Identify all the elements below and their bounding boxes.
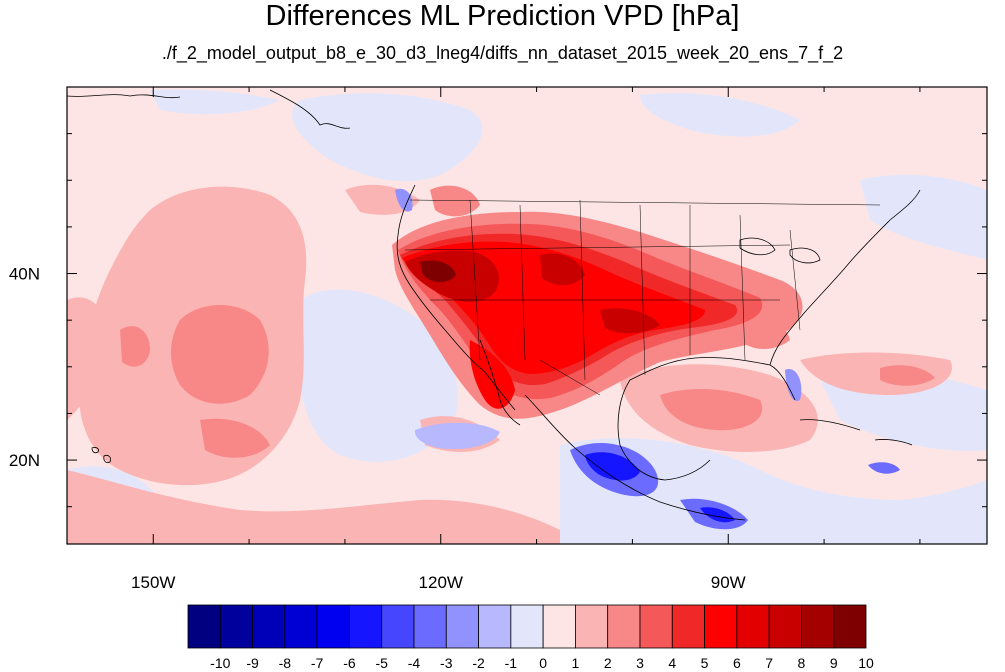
colorbar-box: [219, 604, 253, 649]
colorbar-box: [187, 604, 221, 649]
map-title: Differences ML Prediction VPD [hPa]: [265, 0, 740, 32]
colorbar-label: 4: [668, 655, 676, 671]
colorbar-box: [768, 604, 802, 649]
colorbar-box: [381, 604, 415, 649]
colorbar-label: 0: [539, 655, 547, 671]
colorbar-label: 5: [701, 655, 709, 671]
colorbar-box: [445, 604, 479, 649]
colorbar-label: -5: [375, 655, 388, 671]
colorbar-label: 9: [830, 655, 838, 671]
colorbar-box: [413, 604, 447, 649]
colorbar-label: -2: [472, 655, 485, 671]
y-tick-label: 40N: [9, 265, 40, 284]
colorbar-box: [671, 604, 705, 649]
y-tick-label: 20N: [9, 451, 40, 470]
colorbar-label: 6: [733, 655, 741, 671]
colorbar-label: -8: [279, 655, 292, 671]
colorbar-label: 10: [858, 655, 874, 671]
colorbar-box: [284, 604, 318, 649]
colorbar-label: 3: [636, 655, 644, 671]
coastlines: [67, 89, 921, 521]
colorbar-box: [510, 604, 544, 649]
colorbar-box: [575, 604, 609, 649]
colorbar-box: [639, 604, 673, 649]
x-tick-label: 120W: [419, 573, 463, 592]
colorbar-box: [252, 604, 286, 649]
colorbar-label: 1: [572, 655, 580, 671]
colorbar-label: -4: [408, 655, 421, 671]
colorbar-label: 2: [604, 655, 612, 671]
colorbar-label: -9: [246, 655, 259, 671]
colorbar-label: -6: [343, 655, 356, 671]
colorbar-box: [316, 604, 350, 649]
x-tick-label: 150W: [131, 573, 175, 592]
colorbar-label: 7: [765, 655, 773, 671]
y-axis: 20N 40N: [9, 133, 987, 508]
colorbar-box: [704, 604, 738, 649]
colorbar-box: [478, 604, 512, 649]
map-subtitle: ./f_2_model_output_b8_e_30_d3_lneg4/diff…: [161, 43, 844, 63]
colorbar-label: -3: [440, 655, 453, 671]
colorbar-label: 8: [798, 655, 806, 671]
colorbar-box: [736, 604, 770, 649]
colorbar-box: [833, 604, 867, 649]
colorbar-label: -10: [210, 655, 230, 671]
colorbar-box: [542, 604, 576, 649]
colorbar-label: -1: [505, 655, 518, 671]
plot-frame: [66, 86, 988, 545]
x-axis: 150W 120W 90W: [131, 87, 921, 592]
difference-field: [67, 87, 987, 544]
colorbar-label: -7: [311, 655, 324, 671]
colorbar-box: [607, 604, 641, 649]
state-boundaries: [404, 199, 881, 396]
colorbar-box: [349, 604, 383, 649]
colorbar-box: [801, 604, 835, 649]
x-tick-label: 90W: [711, 573, 746, 592]
colorbar: -10 -9 -8 -7 -6 -5 -4 -3 -2 -1 0 1 2 3 4 5 6 7 8 9 10: [187, 604, 874, 671]
